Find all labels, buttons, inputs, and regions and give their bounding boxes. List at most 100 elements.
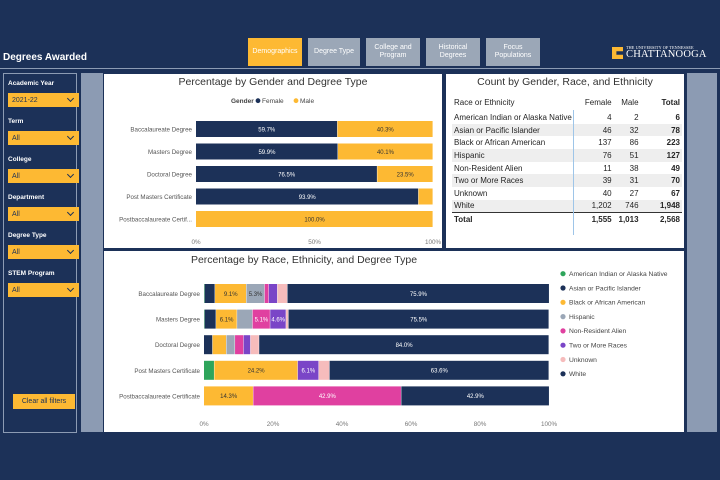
academic-year-select[interactable]: 2021-22: [8, 93, 79, 107]
degree-type-value: All: [12, 248, 20, 256]
female-count: 137: [598, 138, 612, 148]
female-total: 1,555: [578, 212, 614, 226]
table-row: Asian or Pacific Islander 46 32 78: [452, 123, 682, 137]
total-count: 6: [675, 112, 680, 122]
total-count: 78: [640, 123, 682, 137]
female-count: 40: [602, 188, 612, 198]
legend-marker-american-indian-or-alaska-native: [560, 271, 566, 277]
data-label: 93.9%: [299, 195, 317, 201]
race-chart-title: Percentage by Race, Ethnicity, and Degre…: [190, 254, 418, 266]
tab-college-and-program[interactable]: College and Program: [366, 38, 420, 66]
data-label: 4.6%: [271, 317, 285, 323]
legend-label-two-or-more-races: Two or More Races: [569, 343, 628, 350]
bar-male-post-masters-certificate: [418, 188, 433, 205]
bar-non-resident-alien-doctoral-degree: [235, 335, 244, 355]
data-label: 75.5%: [410, 317, 428, 323]
bar-asian-or-pacific-islander-doctoral-degree: [204, 335, 213, 355]
tab-historical-degrees[interactable]: Historical Degrees: [426, 38, 480, 66]
data-label: 5.1%: [255, 317, 269, 323]
bar-black-or-african-american-masters-degree: [216, 309, 237, 329]
tab-degree-type[interactable]: Degree Type: [308, 38, 360, 66]
category-label-masters-degree: Masters Degree: [148, 149, 193, 156]
logo-bottom-text: CHATTANOOGA: [626, 49, 707, 61]
bar-non-resident-alien-postbaccalaureate-certificate: [253, 386, 401, 406]
category-label-baccalaureate-degree: Baccalaureate Degree: [138, 291, 200, 298]
legend-marker-female: [255, 98, 261, 104]
x-tick-label: 100%: [425, 239, 442, 246]
bar-male-masters-degree: [337, 143, 433, 160]
bar-female-post-masters-certificate: [196, 188, 419, 205]
college-select[interactable]: All: [8, 169, 79, 183]
column-header-race[interactable]: Race or Ethnicity: [454, 98, 515, 107]
stem-program-value: All: [12, 286, 20, 294]
filter-sidebar: Academic Year 2021-22 Term All College A…: [3, 73, 79, 433]
legend-marker-asian-or-pacific-islander: [560, 285, 566, 291]
bar-white-doctoral-degree: [259, 335, 549, 355]
degree-type-select[interactable]: All: [8, 245, 79, 259]
x-tick-label: 40%: [336, 421, 349, 428]
table-row: Hispanic 76 51 127: [452, 149, 682, 162]
bar-female-baccalaureate-degree: [196, 121, 338, 137]
female-count: 46: [578, 123, 614, 137]
bar-unknown-baccalaureate-degree: [277, 284, 288, 303]
stem-program-select[interactable]: All: [8, 283, 79, 297]
department-select[interactable]: All: [8, 207, 79, 221]
data-label: 6.1%: [302, 369, 316, 375]
column-header-total[interactable]: Total: [661, 98, 680, 107]
table-header-row: Race or Ethnicity Female Male Total: [452, 94, 682, 111]
category-label-postbaccalaureate-certif: Postbaccalaureate Certif...: [119, 217, 192, 224]
bar-black-or-african-american-postbaccalaureate-certificate: [204, 386, 253, 406]
category-label-post-masters-certificate: Post Masters Certificate: [126, 194, 192, 201]
bar-white-post-masters-certificate: [329, 360, 549, 380]
chevron-down-icon: [66, 284, 75, 293]
category-label-masters-degree: Masters Degree: [156, 317, 201, 324]
category-label-doctoral-degree: Doctoral Degree: [147, 172, 193, 179]
male-count: 32: [613, 123, 641, 137]
data-label: 75.9%: [410, 292, 428, 298]
filter-label-degree-type: Degree Type: [8, 232, 47, 239]
bar-white-postbaccalaureate-certificate: [401, 386, 549, 406]
bar-two-or-more-races-baccalaureate-degree: [268, 284, 278, 303]
legend-marker-male: [293, 98, 299, 104]
male-count: 38: [629, 163, 639, 173]
table-row: Non-Resident Alien 11 38 49: [452, 162, 682, 175]
female-count: 11: [603, 163, 612, 173]
data-label: 84.0%: [396, 343, 414, 349]
row-label: White: [452, 199, 579, 213]
bar-hispanic-doctoral-degree: [226, 335, 235, 355]
row-label: Non-Resident Alien: [454, 163, 523, 173]
bar-two-or-more-races-doctoral-degree: [243, 335, 251, 355]
female-count: 76: [578, 149, 614, 162]
clear-all-filters-button[interactable]: Clear all filters: [13, 394, 75, 409]
chevron-down-icon: [66, 170, 75, 179]
bar-hispanic-masters-degree: [237, 309, 253, 329]
tab-focus-populations[interactable]: Focus Populations: [486, 38, 540, 66]
legend-label-hispanic: Hispanic: [569, 314, 595, 321]
bar-non-resident-alien-masters-degree: [252, 309, 270, 329]
male-total: 1,013: [613, 212, 641, 226]
data-label: 42.9%: [467, 394, 485, 400]
row-label: Asian or Pacific Islander: [452, 123, 579, 137]
term-select[interactable]: All: [8, 131, 79, 145]
table-total-row: Total 1,555 1,013 2,568: [452, 212, 682, 226]
bar-hispanic-baccalaureate-degree: [246, 284, 265, 303]
gender-chart-panel: Percentage by Gender and Degree Type Gen…: [104, 74, 442, 248]
x-tick-label: 20%: [267, 421, 280, 428]
race-chart-panel: Percentage by Race, Ethnicity, and Degre…: [104, 251, 684, 432]
x-tick-label: 100%: [541, 421, 558, 428]
race-chart-svg: Baccalaureate Degree 9.1% 5.3% 75.9% Masters…: [119, 271, 668, 428]
bar-white-baccalaureate-degree: [287, 284, 549, 303]
race-count-table-panel: Count by Gender, Race, and Ethnicity Rac…: [446, 74, 684, 248]
data-label: 63.6%: [431, 369, 449, 375]
table-row: Black or African American 137 86 223: [452, 136, 682, 149]
column-header-male[interactable]: Male: [621, 98, 639, 107]
legend-label-male: Male: [300, 98, 314, 105]
data-label: 40.3%: [377, 127, 395, 133]
column-header-female[interactable]: Female: [584, 98, 612, 107]
total-count: 1,948: [640, 199, 682, 213]
data-label: 6.1%: [220, 317, 234, 323]
tab-demographics[interactable]: Demographics: [248, 38, 302, 66]
legend-label-american-indian-or-alaska-native: American Indian or Alaska Native: [569, 271, 668, 278]
data-label: 42.9%: [319, 394, 337, 400]
chevron-down-icon: [66, 246, 75, 255]
